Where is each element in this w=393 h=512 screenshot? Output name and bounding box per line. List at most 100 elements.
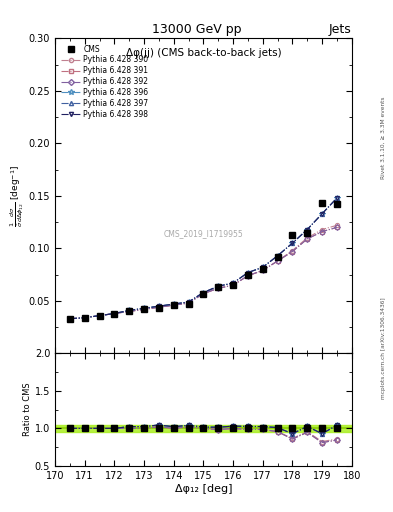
Text: Jets: Jets	[329, 23, 352, 36]
Pythia 6.428 396	[334, 195, 339, 201]
Pythia 6.428 396	[261, 264, 265, 270]
Pythia 6.428 398	[246, 269, 250, 275]
Pythia 6.428 396	[246, 269, 250, 275]
CMS	[156, 305, 161, 311]
Pythia 6.428 391	[334, 224, 339, 230]
Pythia 6.428 397	[216, 283, 220, 289]
Pythia 6.428 391	[112, 310, 117, 316]
Pythia 6.428 390	[97, 312, 102, 318]
Bar	[55, 424, 352, 432]
Pythia 6.428 396	[320, 210, 325, 217]
CMS	[216, 284, 220, 290]
Pythia 6.428 392	[127, 308, 132, 314]
CMS	[127, 308, 132, 314]
Pythia 6.428 391	[127, 308, 132, 314]
Line: Pythia 6.428 390: Pythia 6.428 390	[68, 223, 339, 321]
Pythia 6.428 392	[186, 300, 191, 306]
Pythia 6.428 390	[156, 304, 161, 310]
Pythia 6.428 392	[171, 302, 176, 308]
Pythia 6.428 391	[216, 285, 220, 291]
Pythia 6.428 390	[112, 310, 117, 316]
Pythia 6.428 392	[320, 228, 325, 234]
CMS	[68, 316, 72, 322]
Pythia 6.428 392	[216, 285, 220, 291]
Legend: CMS, Pythia 6.428 390, Pythia 6.428 391, Pythia 6.428 392, Pythia 6.428 396, Pyt: CMS, Pythia 6.428 390, Pythia 6.428 391,…	[59, 42, 151, 121]
Pythia 6.428 397	[171, 301, 176, 307]
Pythia 6.428 390	[275, 258, 280, 264]
CMS	[186, 301, 191, 307]
Text: CMS_2019_I1719955: CMS_2019_I1719955	[163, 229, 243, 238]
Pythia 6.428 397	[305, 226, 310, 232]
Pythia 6.428 396	[156, 303, 161, 309]
Pythia 6.428 396	[201, 289, 206, 295]
Pythia 6.428 392	[305, 236, 310, 242]
Pythia 6.428 392	[290, 248, 295, 254]
Pythia 6.428 390	[201, 290, 206, 296]
Pythia 6.428 396	[112, 310, 117, 316]
Pythia 6.428 397	[156, 303, 161, 309]
Pythia 6.428 391	[305, 236, 310, 242]
CMS	[231, 282, 235, 288]
Pythia 6.428 397	[261, 264, 265, 270]
Pythia 6.428 398	[261, 264, 265, 270]
CMS	[275, 254, 280, 260]
Pythia 6.428 396	[305, 226, 310, 232]
Pythia 6.428 390	[261, 267, 265, 273]
CMS	[97, 312, 102, 318]
Pythia 6.428 396	[142, 305, 147, 311]
Pythia 6.428 398	[231, 280, 235, 286]
Pythia 6.428 398	[305, 226, 310, 232]
CMS	[142, 306, 147, 312]
Pythia 6.428 392	[112, 310, 117, 316]
Pythia 6.428 398	[216, 283, 220, 289]
Pythia 6.428 391	[156, 304, 161, 310]
Pythia 6.428 397	[142, 305, 147, 311]
Pythia 6.428 392	[83, 315, 87, 321]
CMS	[261, 266, 265, 272]
CMS	[83, 315, 87, 321]
Pythia 6.428 396	[171, 301, 176, 307]
Pythia 6.428 396	[231, 280, 235, 286]
Pythia 6.428 390	[171, 302, 176, 308]
Pythia 6.428 398	[320, 210, 325, 217]
Pythia 6.428 397	[290, 240, 295, 246]
Pythia 6.428 391	[290, 248, 295, 254]
Pythia 6.428 391	[83, 315, 87, 321]
Line: Pythia 6.428 391: Pythia 6.428 391	[68, 225, 339, 321]
Pythia 6.428 391	[320, 228, 325, 234]
Pythia 6.428 392	[261, 267, 265, 273]
CMS	[320, 200, 325, 206]
Pythia 6.428 390	[186, 300, 191, 306]
CMS	[305, 229, 310, 236]
Pythia 6.428 398	[275, 253, 280, 259]
Pythia 6.428 398	[112, 310, 117, 316]
Pythia 6.428 396	[68, 316, 72, 322]
Pythia 6.428 392	[231, 282, 235, 288]
Pythia 6.428 390	[231, 282, 235, 288]
Pythia 6.428 390	[127, 308, 132, 314]
Text: Δφ(jj) (CMS back-to-back jets): Δφ(jj) (CMS back-to-back jets)	[126, 48, 281, 58]
Line: Pythia 6.428 397: Pythia 6.428 397	[68, 196, 339, 321]
Pythia 6.428 397	[127, 307, 132, 313]
Pythia 6.428 390	[334, 222, 339, 228]
Pythia 6.428 398	[142, 305, 147, 311]
Pythia 6.428 391	[97, 312, 102, 318]
Pythia 6.428 398	[201, 289, 206, 295]
Pythia 6.428 391	[142, 306, 147, 312]
Pythia 6.428 392	[201, 290, 206, 296]
Line: Pythia 6.428 396: Pythia 6.428 396	[67, 195, 340, 322]
Pythia 6.428 398	[97, 312, 102, 318]
Pythia 6.428 391	[186, 300, 191, 306]
Pythia 6.428 392	[275, 258, 280, 264]
Pythia 6.428 398	[83, 315, 87, 321]
Pythia 6.428 390	[320, 226, 325, 232]
Pythia 6.428 398	[186, 299, 191, 305]
Pythia 6.428 397	[320, 210, 325, 217]
Pythia 6.428 398	[171, 301, 176, 307]
Pythia 6.428 392	[246, 272, 250, 279]
Pythia 6.428 390	[305, 235, 310, 241]
Pythia 6.428 397	[275, 253, 280, 259]
Pythia 6.428 397	[186, 299, 191, 305]
X-axis label: Δφ₁₂ [deg]: Δφ₁₂ [deg]	[174, 483, 232, 494]
Pythia 6.428 396	[97, 312, 102, 318]
